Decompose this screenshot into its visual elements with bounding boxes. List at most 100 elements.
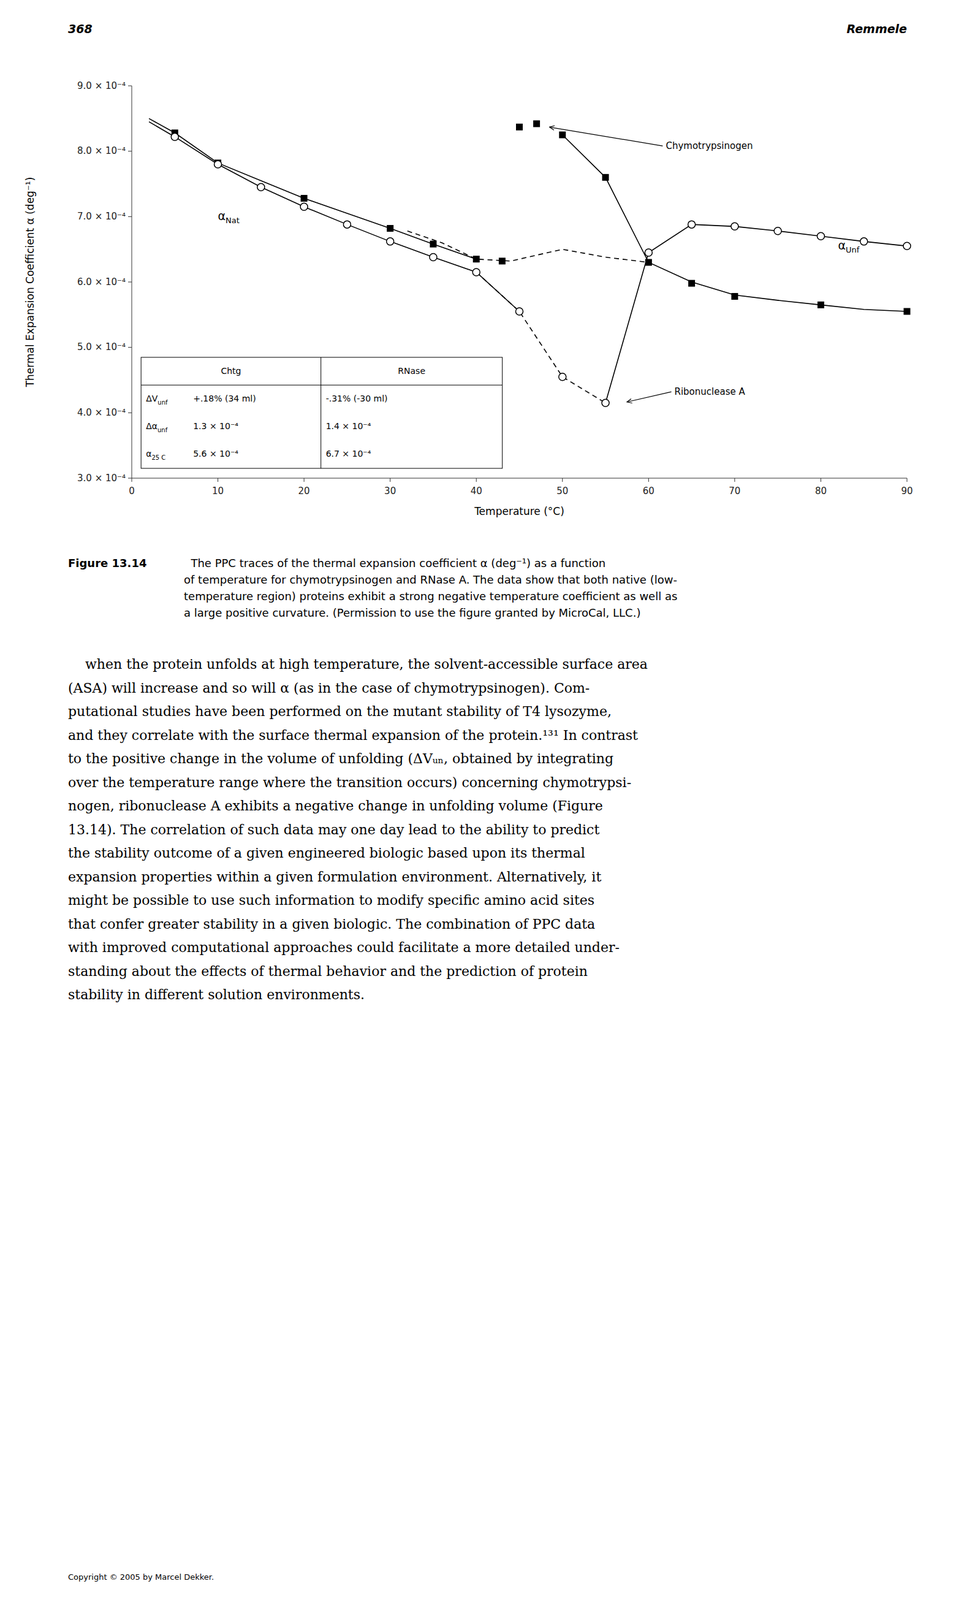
table-row-label: ΔVunf [145, 393, 168, 406]
x-tick-label: 90 [900, 485, 913, 497]
circle-point [644, 248, 653, 257]
x-tick-label: 40 [470, 485, 483, 497]
annotation: αNat [218, 208, 240, 226]
caption-label: Figure 13.14 [68, 554, 147, 572]
circle-point [472, 268, 480, 276]
x-tick [131, 478, 133, 482]
x-tick-label: 80 [815, 485, 827, 497]
square-point [533, 120, 540, 127]
table-column-divider [320, 357, 322, 469]
table-row-label: α25 C [145, 448, 166, 461]
y-tick-label: 5.0 × 10⁻⁴ [77, 341, 126, 353]
circle-point [731, 222, 739, 230]
circle-point [214, 160, 222, 168]
table-cell: +.18% (34 ml) [193, 393, 256, 404]
line [562, 134, 907, 312]
body-text: when the protein unfolds at high tempera… [68, 652, 648, 1007]
annotation-text: Ribonuclease A [674, 386, 746, 398]
x-axis-line [131, 478, 907, 479]
x-tick-label: 0 [128, 485, 135, 497]
circle-point [903, 242, 911, 250]
x-tick [820, 478, 822, 482]
body-line: stability in different solution environm… [68, 982, 648, 1007]
x-tick-label: 70 [728, 485, 741, 497]
y-tick-label: 8.0 × 10⁻⁴ [77, 145, 126, 157]
chart: 01020304050607080903.0 × 10⁻⁴4.0 × 10⁻⁴5… [0, 61, 975, 534]
circle-point [688, 220, 696, 228]
annotation: Ribonuclease A [674, 386, 746, 398]
table-row-label-sub: unf [157, 398, 168, 406]
y-tick [128, 281, 132, 283]
table-header: RNase [397, 365, 426, 376]
dashed-line [407, 231, 649, 263]
table-cell: 1.3 × 10⁻⁴ [193, 421, 239, 431]
annotation-subscript: Unf [845, 245, 860, 255]
axes: 01020304050607080903.0 × 10⁻⁴4.0 × 10⁻⁴5… [23, 80, 914, 518]
square-point [731, 292, 738, 300]
annotation-text: α [218, 208, 227, 223]
annotation-arrow [549, 126, 664, 146]
x-tick [217, 478, 219, 482]
x-tick-label: 10 [212, 485, 224, 497]
square-point [688, 280, 695, 287]
table-header: Chtg [220, 365, 241, 376]
x-tick [476, 478, 477, 482]
copyright: Copyright © 2005 by Marcel Dekker. [68, 1571, 214, 1582]
caption-line: temperature region) proteins exhibit a s… [183, 587, 678, 605]
y-tick-label: 7.0 × 10⁻⁴ [77, 210, 126, 222]
y-tick-label: 6.0 × 10⁻⁴ [77, 276, 126, 288]
y-tick [128, 150, 132, 152]
square-point [300, 194, 308, 202]
square-point [817, 301, 825, 309]
table-box [140, 357, 502, 469]
y-tick-label: 9.0 × 10⁻⁴ [77, 80, 126, 92]
x-tick [648, 478, 649, 482]
body-line: to the positive change in the volume of … [68, 747, 648, 771]
circle-point [429, 253, 437, 261]
square-point [498, 257, 506, 265]
y-tick [128, 478, 132, 479]
x-axis-label: Temperature (°C) [473, 504, 565, 518]
circle-point [558, 373, 567, 381]
page: { "background": "#ffffff", "header": {"p… [0, 0, 975, 1600]
line [605, 224, 907, 403]
y-tick [128, 216, 132, 217]
circle-point [860, 237, 868, 246]
annotation-subscript: Nat [225, 215, 240, 225]
table-cell: 5.6 × 10⁻⁴ [193, 448, 239, 459]
line [148, 121, 520, 312]
body-line: standing about the effects of thermal be… [68, 959, 648, 984]
table-row-label-sub: unf [157, 426, 168, 434]
x-tick [734, 478, 735, 482]
y-tick-label: 3.0 × 10⁻⁴ [77, 472, 126, 484]
circle-point [515, 307, 524, 315]
circle-point [343, 220, 351, 228]
x-tick-label: 50 [556, 485, 569, 497]
x-tick [389, 478, 391, 482]
table-row-label: Δαunf [145, 421, 168, 434]
y-tick [128, 412, 132, 414]
x-tick-label: 60 [642, 485, 655, 497]
body-line: and they correlate with the surface ther… [68, 723, 648, 748]
annotation-text: α [838, 238, 847, 252]
circle-point [601, 398, 610, 407]
caption-line: The PPC traces of the thermal expansion … [183, 554, 678, 572]
table-cell: 6.7 × 10⁻⁴ [326, 448, 372, 459]
body-line: the stability outcome of a given enginee… [68, 841, 648, 866]
square-point [515, 123, 523, 131]
body-line: when the protein unfolds at high tempera… [68, 652, 648, 677]
square-point [429, 240, 437, 248]
circle-point [386, 237, 395, 246]
table-row-label-sub: 25 C [151, 454, 166, 461]
page-number: 368 [68, 22, 93, 36]
caption-line: of temperature for chymotrypsinogen and … [183, 571, 678, 588]
square-point [386, 224, 394, 232]
body-line: with improved computational approaches c… [68, 935, 648, 960]
body-line: nogen, ribonuclease A exhibits a negativ… [68, 794, 648, 819]
caption: The PPC traces of the thermal expansion … [183, 554, 678, 621]
table-cell: -.31% (-30 ml) [326, 393, 388, 404]
square-point [903, 308, 911, 315]
page-author: Remmele [846, 22, 907, 36]
circle-point [170, 132, 179, 141]
caption-line: a large positive curvature. (Permission … [183, 604, 678, 621]
